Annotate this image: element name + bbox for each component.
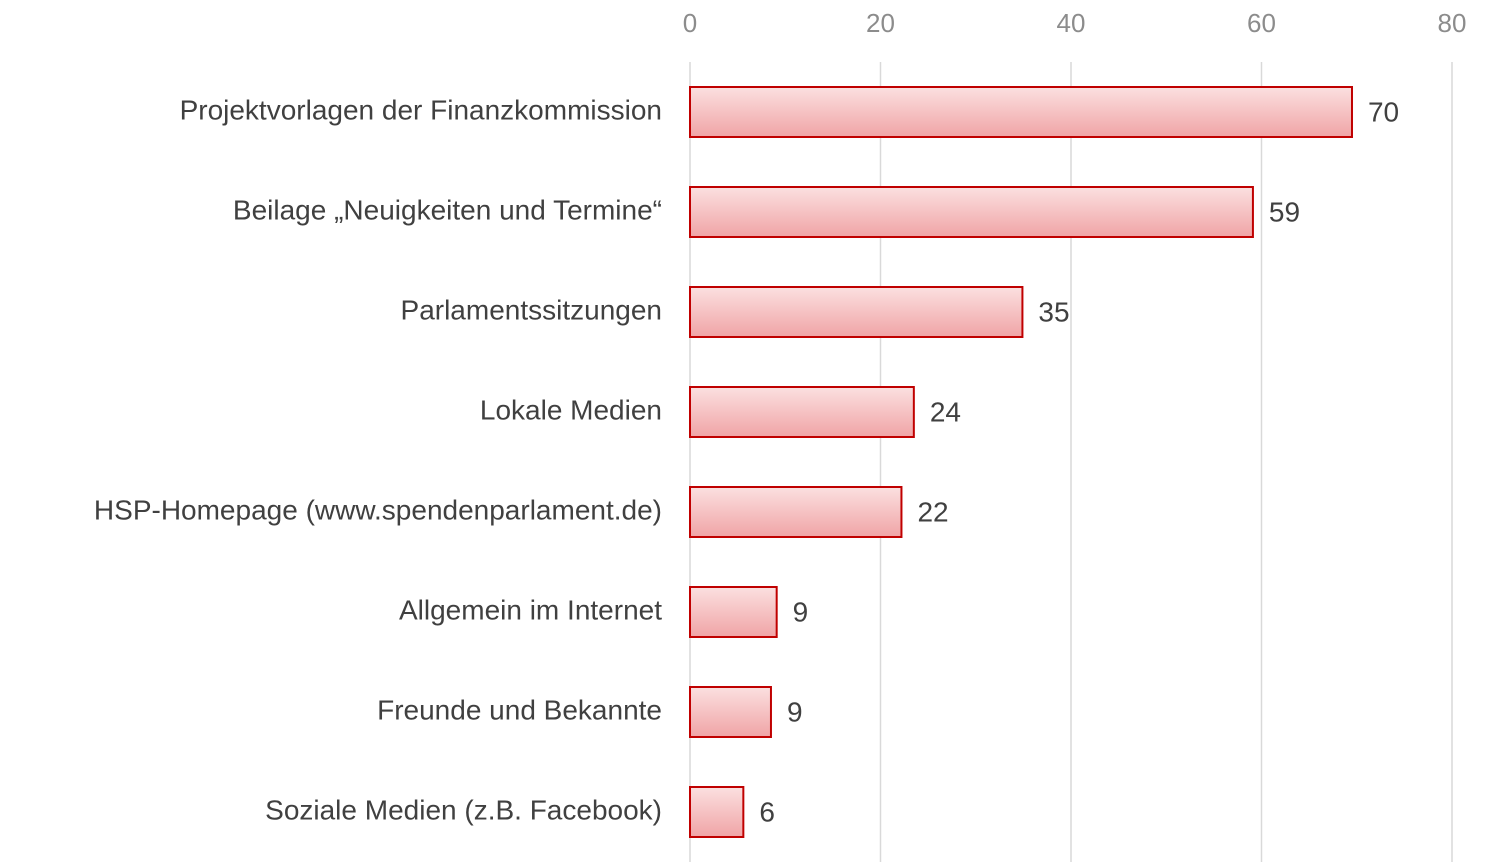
x-tick-label: 20 [866,8,895,38]
x-tick-label: 0 [683,8,697,38]
y-tick-label: Beilage „Neuigkeiten und Termine“ [233,194,662,225]
bar [689,586,778,638]
data-label: 9 [793,596,809,627]
y-tick-label: Allgemein im Internet [399,594,662,625]
data-label: 24 [930,396,961,427]
data-label: 6 [759,796,775,827]
data-label: 9 [787,696,803,727]
y-tick-label: Freunde und Bekannte [377,694,662,725]
x-tick-label: 60 [1247,8,1276,38]
bar [689,386,915,438]
bar [689,786,745,838]
data-label: 59 [1269,196,1300,227]
data-label: 70 [1368,96,1399,127]
x-tick-label: 80 [1438,8,1467,38]
y-tick-label: Lokale Medien [480,394,662,425]
bar [689,86,1353,138]
data-label: 22 [917,496,948,527]
data-label: 35 [1038,296,1069,327]
y-tick-label: Parlamentssitzungen [401,294,662,325]
bar [689,486,903,538]
bar [689,186,1254,238]
y-tick-label: Projektvorlagen der Finanzkommission [180,94,662,125]
y-tick-label: HSP-Homepage (www.spendenparlament.de) [94,494,662,525]
bar [689,686,772,738]
y-tick-label: Soziale Medien (z.B. Facebook) [265,794,662,825]
x-tick-label: 40 [1057,8,1086,38]
bar [689,286,1024,338]
